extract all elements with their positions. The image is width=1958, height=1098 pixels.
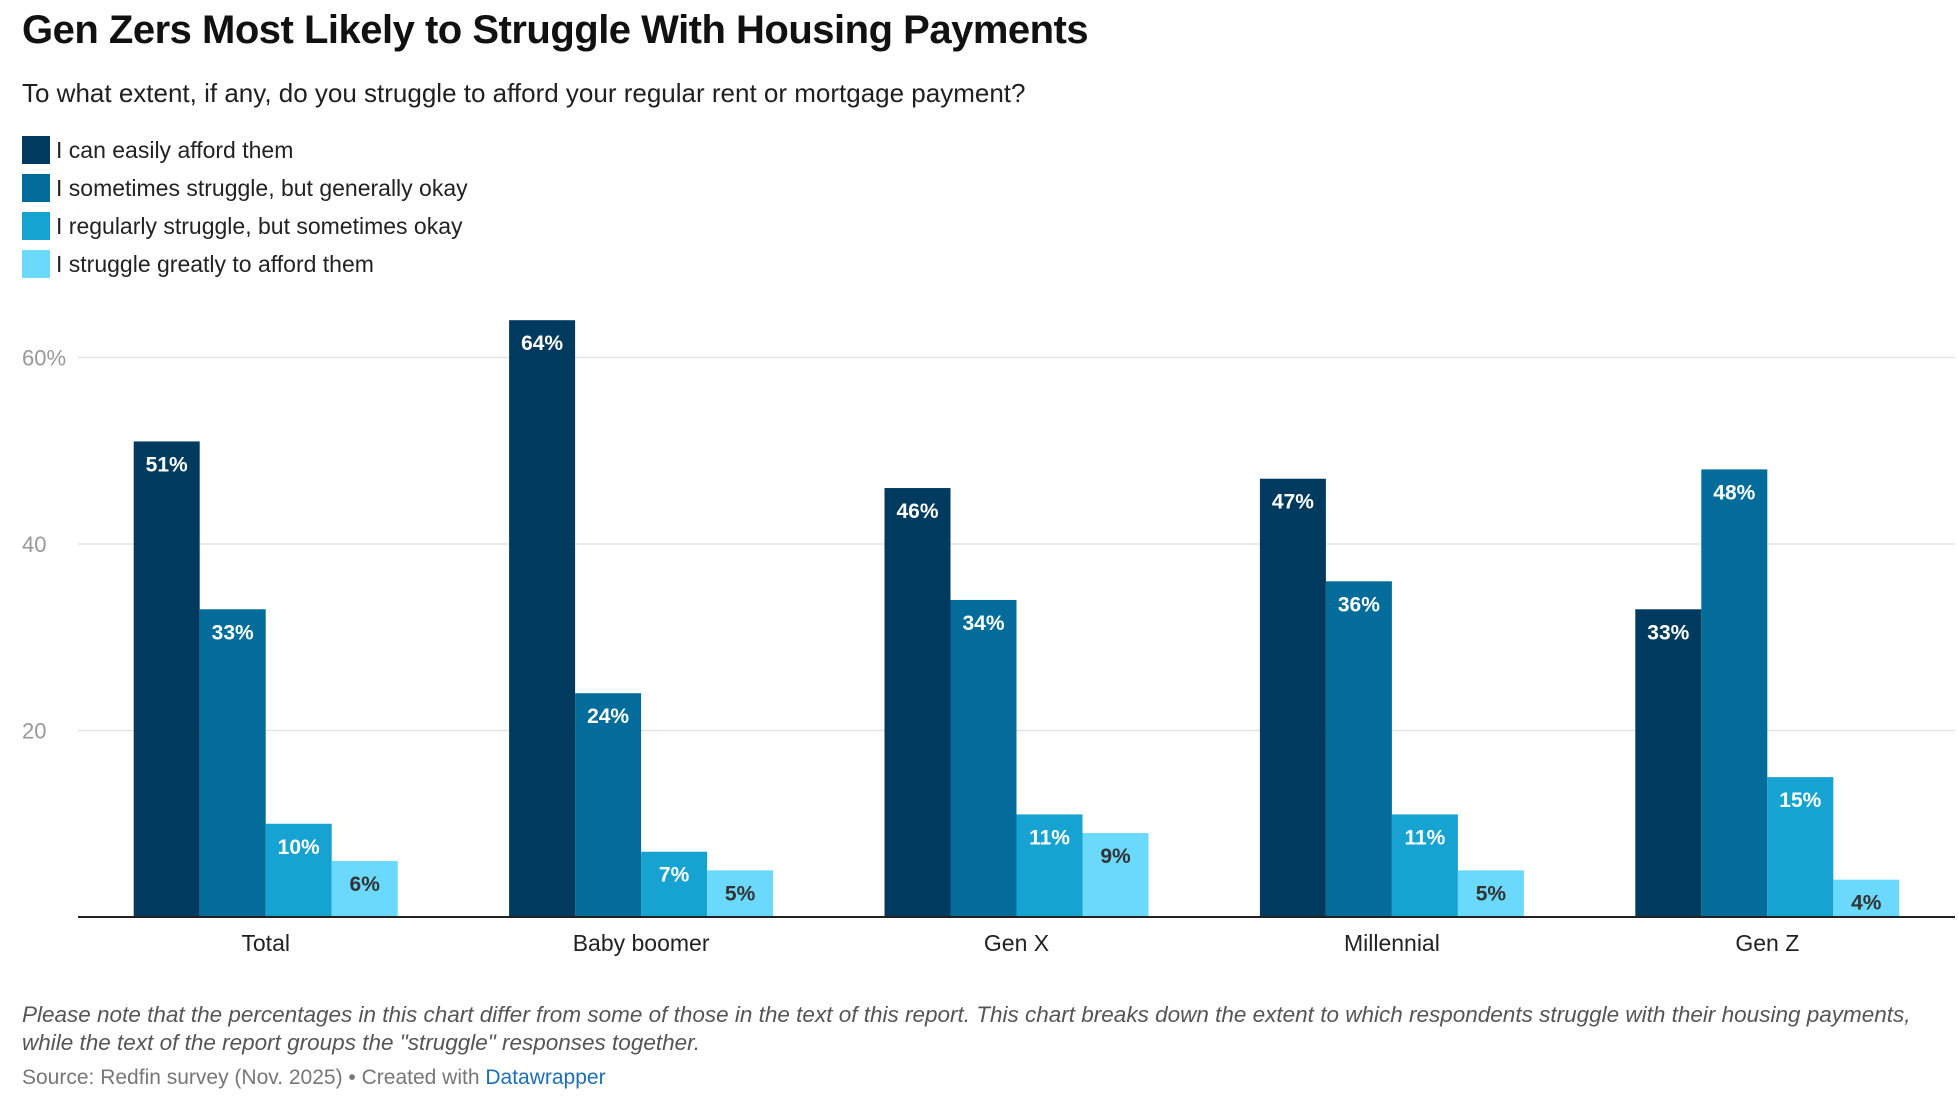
x-category-label: Baby boomer (573, 930, 710, 956)
bar (1391, 814, 1458, 917)
chart-title: Gen Zers Most Likely to Struggle With Ho… (22, 8, 1089, 52)
bar (575, 693, 642, 917)
data-label: 51% (146, 453, 188, 476)
legend-swatch (22, 136, 50, 164)
bar (1701, 469, 1768, 917)
data-label: 46% (896, 500, 938, 523)
data-label: 15% (1779, 789, 1821, 812)
bar (1082, 833, 1149, 917)
bar (509, 320, 576, 917)
legend: I can easily afford them I sometimes str… (22, 131, 468, 283)
data-label: 64% (521, 332, 563, 355)
datawrapper-link[interactable]: Datawrapper (485, 1066, 606, 1089)
data-label: 47% (1272, 491, 1314, 514)
legend-item-easily-afford: I can easily afford them (22, 131, 468, 169)
data-label: 33% (212, 621, 254, 644)
legend-item-regularly-struggle: I regularly struggle, but sometimes okay (22, 207, 468, 245)
data-label: 4% (1851, 892, 1882, 915)
bar (1635, 609, 1702, 917)
data-label: 11% (1404, 826, 1445, 849)
x-category-label: Gen Z (1735, 930, 1799, 956)
legend-swatch (22, 174, 50, 202)
data-label: 5% (725, 882, 756, 905)
legend-swatch (22, 212, 50, 240)
data-label: 33% (1647, 621, 1689, 644)
chart-note: Please note that the percentages in this… (22, 1002, 1911, 1055)
bar (1457, 870, 1524, 917)
data-label: 48% (1713, 481, 1755, 504)
legend-item-struggle-greatly: I struggle greatly to afford them (22, 245, 468, 283)
data-label: 6% (350, 873, 381, 896)
data-label: 5% (1476, 882, 1507, 905)
legend-label: I regularly struggle, but sometimes okay (56, 212, 463, 239)
y-tick-label: 60% (22, 346, 66, 371)
data-label: 9% (1100, 845, 1131, 868)
data-label: 10% (278, 836, 320, 859)
data-label: 36% (1338, 593, 1380, 616)
legend-label: I struggle greatly to afford them (56, 250, 374, 277)
bar (1325, 581, 1392, 917)
legend-label: I can easily afford them (56, 136, 294, 163)
y-tick-label: 40 (22, 532, 46, 557)
bar (331, 861, 398, 917)
bar (199, 609, 266, 917)
legend-swatch (22, 250, 50, 278)
x-category-label: Millennial (1344, 930, 1440, 956)
data-label: 24% (587, 705, 629, 728)
x-category-label: Total (241, 930, 290, 956)
legend-item-sometimes-struggle: I sometimes struggle, but generally okay (22, 169, 468, 207)
y-tick-label: 20 (22, 719, 46, 744)
bar (1833, 879, 1900, 917)
bar (265, 823, 332, 917)
x-category-label: Gen X (984, 930, 1049, 956)
legend-label: I sometimes struggle, but generally okay (56, 174, 468, 201)
bar (950, 599, 1017, 917)
bar (707, 870, 774, 917)
data-label: 11% (1029, 826, 1070, 849)
data-label: 7% (659, 864, 690, 887)
bar-chart: 20 40 60% 51% 33% 10% 6% Total 64% 24% 7% 5% Baby bo… (22, 320, 1955, 956)
bar (641, 851, 708, 917)
bar (1016, 814, 1083, 917)
source-line: Source: Redfin survey (Nov. 2025) • Crea… (22, 1066, 606, 1090)
source-text: Source: Redfin survey (Nov. 2025) • Crea… (22, 1066, 486, 1089)
bar (1259, 478, 1326, 917)
bar (1767, 777, 1834, 917)
bar (133, 441, 200, 917)
bar (884, 488, 951, 917)
chart-subtitle: To what extent, if any, do you struggle … (22, 78, 1026, 108)
data-label: 34% (962, 612, 1004, 635)
